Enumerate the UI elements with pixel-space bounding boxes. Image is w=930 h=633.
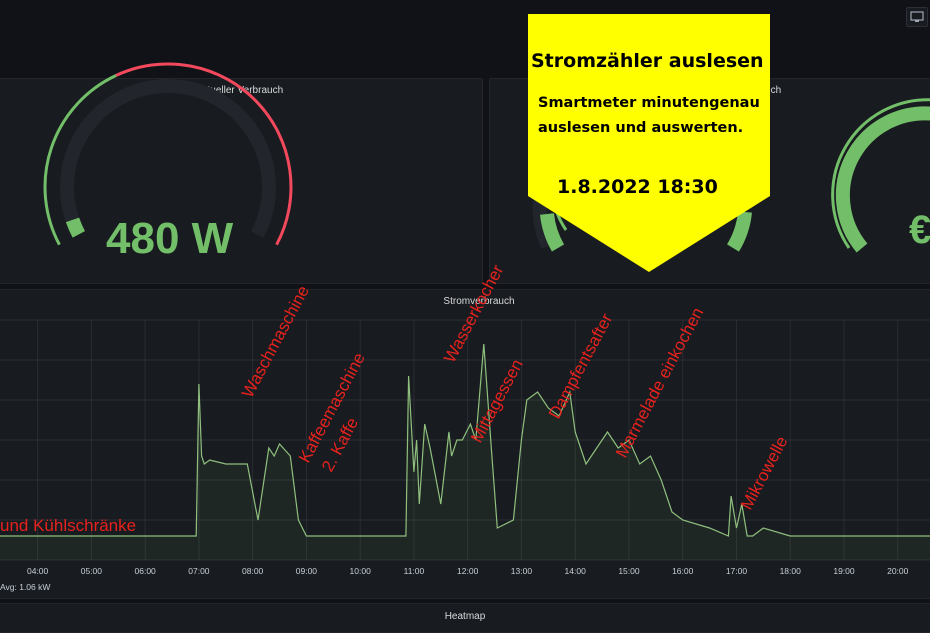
x-tick-label: 14:00 [564,566,586,576]
banner-date: 1.8.2022 18:30 [557,176,718,198]
x-tick-label: 07:00 [188,566,210,576]
x-tick-label: 15:00 [618,566,640,576]
tv-mode-button[interactable] [906,7,928,27]
current-consumption-value: 480 W [106,214,234,263]
x-tick-label: 19:00 [833,566,855,576]
gauge-green-segment [43,74,117,246]
banner-line-1: Smartmeter minutengenau [538,95,760,111]
x-tick-label: 11:00 [403,566,425,576]
x-tick-label: 20:00 [887,566,909,576]
gauge-red-segment [115,62,293,246]
banner-line-2: auslesen und auswerten. [538,120,744,136]
daily-gauge-right-fill [835,106,930,253]
x-tick-label: 04:00 [26,566,49,576]
x-tick-label: 17:00 [725,566,748,576]
consumption-chart [0,319,930,561]
x-tick-label: 10:00 [349,566,371,576]
x-tick-label: 09:00 [295,566,318,576]
banner-title: Stromzähler auslesen [531,50,764,72]
heatmap-title: Heatmap [444,611,486,622]
monitor-icon [910,11,924,22]
x-tick-label: 05:00 [80,566,103,576]
x-tick-label: 12:00 [457,566,479,576]
chart-legend-avg: Avg: 1.06 kW [0,582,51,592]
x-tick-label: 06:00 [134,566,156,576]
x-tick-label: 18:00 [779,566,801,576]
current-consumption-title: Aktueller Verbrauch [195,85,284,96]
consumption-area [0,344,930,560]
consumption-chart-title: Stromverbrauch [443,296,515,307]
consumption-chart-panel: Stromverbrauch [0,289,930,599]
x-tick-label: 16:00 [672,566,694,576]
x-tick-label: 13:00 [510,566,533,576]
current-consumption-gauge [43,62,293,246]
consumption-line [0,343,930,537]
gauge-value-fill [65,217,86,238]
annotation-kuehlschraenke: und Kühlschränke [0,516,137,535]
daily-consumption-value: € [909,208,930,252]
x-tick-label: 08:00 [242,566,264,576]
